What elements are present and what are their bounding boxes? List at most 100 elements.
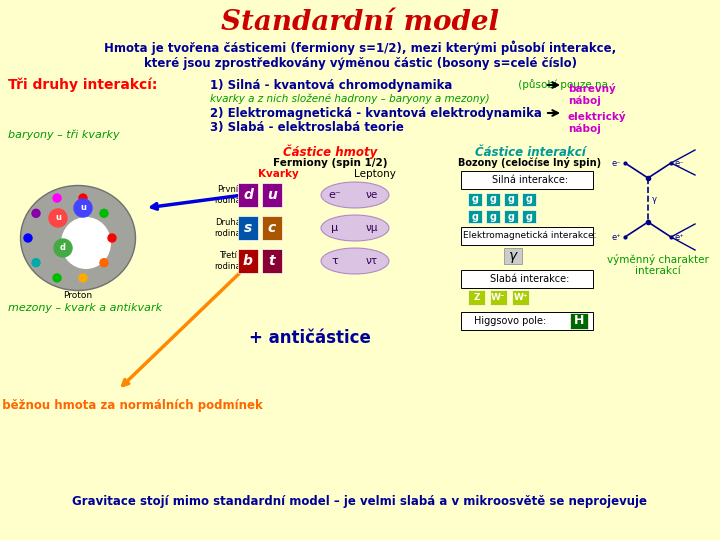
FancyBboxPatch shape [468, 210, 482, 223]
Text: 3) Slabá - elektroslabá teorie: 3) Slabá - elektroslabá teorie [210, 120, 404, 133]
Text: γ: γ [509, 249, 517, 263]
Text: Hmota je tvořena částicemi (fermiony s=1/2), mezi kterými působí interakce,: Hmota je tvořena částicemi (fermiony s=1… [104, 40, 616, 55]
Circle shape [32, 210, 40, 217]
Text: H: H [574, 314, 584, 327]
Ellipse shape [321, 248, 389, 274]
Text: Kvarky: Kvarky [258, 169, 298, 179]
Text: e⁺: e⁺ [611, 233, 621, 241]
FancyBboxPatch shape [262, 183, 282, 207]
Text: μ: μ [331, 223, 338, 233]
Text: 1) Silná - kvantová chromodynamika: 1) Silná - kvantová chromodynamika [210, 78, 452, 91]
Circle shape [108, 234, 116, 242]
Text: Druhá
rodina: Druhá rodina [215, 218, 241, 238]
Text: g: g [508, 212, 515, 221]
Circle shape [32, 259, 40, 267]
Ellipse shape [61, 217, 111, 269]
FancyBboxPatch shape [468, 290, 485, 305]
FancyBboxPatch shape [486, 210, 500, 223]
Text: Silná interakce:: Silná interakce: [492, 175, 568, 185]
Circle shape [100, 259, 108, 267]
Text: Elektromagnetická interakce:: Elektromagnetická interakce: [463, 232, 597, 240]
FancyBboxPatch shape [461, 171, 593, 189]
Text: baryony – tři kvarky: baryony – tři kvarky [8, 130, 120, 140]
Text: W⁻: W⁻ [491, 293, 506, 302]
Text: W⁺: W⁺ [513, 293, 528, 302]
Circle shape [49, 209, 67, 227]
Text: u: u [80, 204, 86, 213]
Text: Tři druhy interakcí:: Tři druhy interakcí: [8, 78, 158, 92]
FancyBboxPatch shape [504, 210, 518, 223]
Text: νe: νe [366, 190, 378, 200]
FancyBboxPatch shape [238, 249, 258, 273]
FancyBboxPatch shape [570, 313, 588, 329]
Text: První
rodina: První rodina [215, 185, 241, 205]
Text: (působí pouze na: (působí pouze na [515, 79, 608, 91]
Text: které jsou zprostředkovány výměnou částic (bosony s=celé číslo): které jsou zprostředkovány výměnou části… [143, 57, 577, 70]
Text: τ: τ [332, 256, 338, 266]
Text: Částice interakcí: Částice interakcí [474, 145, 585, 159]
Text: u: u [267, 188, 277, 202]
Text: Gravitace stojí mimo standardní model – je velmi slabá a v mikroosvětě se neproj: Gravitace stojí mimo standardní model – … [73, 496, 647, 509]
FancyBboxPatch shape [490, 290, 507, 305]
FancyBboxPatch shape [522, 210, 536, 223]
FancyBboxPatch shape [504, 248, 522, 264]
Text: kvarky a z nich složené hadrony – baryony a mezony): kvarky a z nich složené hadrony – baryon… [210, 94, 490, 104]
Text: e⁻: e⁻ [611, 159, 621, 167]
FancyBboxPatch shape [461, 312, 593, 330]
FancyBboxPatch shape [461, 270, 593, 288]
Circle shape [79, 274, 87, 282]
Text: d: d [243, 188, 253, 202]
Text: tvoří běžnou hmota za normálních podmínek: tvoří běžnou hmota za normálních podmíne… [0, 399, 263, 411]
Circle shape [53, 194, 61, 202]
Text: elektrický
náboj: elektrický náboj [568, 111, 626, 134]
FancyBboxPatch shape [512, 290, 529, 305]
Circle shape [53, 274, 61, 282]
Text: Třetí
rodina: Třetí rodina [215, 251, 241, 271]
Text: Částice hmoty: Částice hmoty [283, 145, 377, 159]
Circle shape [24, 234, 32, 242]
Text: γ: γ [652, 195, 657, 205]
Text: mezony – kvark a antikvark: mezony – kvark a antikvark [8, 303, 162, 313]
Circle shape [74, 199, 92, 217]
Text: g: g [526, 212, 533, 221]
Text: g: g [508, 194, 515, 205]
Text: c: c [268, 221, 276, 235]
Text: νμ: νμ [366, 223, 378, 233]
Text: g: g [472, 212, 479, 221]
Ellipse shape [20, 186, 135, 291]
Text: t: t [269, 254, 275, 268]
Text: barevný
náboj: barevný náboj [568, 83, 616, 106]
Text: g: g [490, 212, 497, 221]
Text: s: s [244, 221, 252, 235]
Text: Slabá interakce:: Slabá interakce: [490, 274, 570, 284]
Text: Standardní model: Standardní model [221, 9, 499, 36]
Text: e⁻: e⁻ [674, 159, 684, 167]
Text: Fermiony (spin 1/2): Fermiony (spin 1/2) [273, 158, 387, 168]
FancyBboxPatch shape [238, 216, 258, 240]
Circle shape [100, 210, 108, 217]
Circle shape [79, 194, 87, 202]
Circle shape [54, 239, 72, 257]
FancyBboxPatch shape [504, 193, 518, 206]
Text: 2) Elektromagnetická - kvantová elektrodynamika: 2) Elektromagnetická - kvantová elektrod… [210, 106, 542, 119]
Text: Proton: Proton [63, 292, 93, 300]
Text: g: g [526, 194, 533, 205]
Text: výměnný charakter
interakcí: výměnný charakter interakcí [607, 254, 709, 276]
FancyBboxPatch shape [238, 183, 258, 207]
FancyBboxPatch shape [262, 249, 282, 273]
FancyBboxPatch shape [522, 193, 536, 206]
Text: g: g [472, 194, 479, 205]
Text: b: b [243, 254, 253, 268]
Text: Higgsovo pole:: Higgsovo pole: [474, 316, 546, 326]
Text: Bozony (celočíse lný spin): Bozony (celočíse lný spin) [459, 158, 602, 168]
Text: e⁺: e⁺ [674, 233, 684, 241]
FancyBboxPatch shape [461, 227, 593, 245]
FancyBboxPatch shape [468, 193, 482, 206]
FancyBboxPatch shape [262, 216, 282, 240]
Text: Z: Z [473, 293, 480, 302]
Ellipse shape [321, 215, 389, 241]
Text: Leptony: Leptony [354, 169, 396, 179]
Text: ντ: ντ [366, 256, 378, 266]
Ellipse shape [321, 182, 389, 208]
Text: g: g [490, 194, 497, 205]
